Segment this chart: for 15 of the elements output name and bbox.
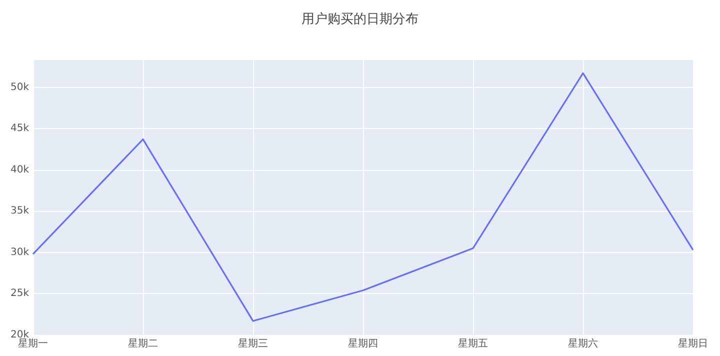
- chart-title: 用户购买的日期分布: [302, 12, 418, 27]
- y-tick-label: 40k: [10, 164, 30, 176]
- x-tick-label: 星期三: [238, 338, 268, 350]
- line-series: [32, 72, 694, 322]
- y-tick-label: 50k: [10, 82, 30, 93]
- x-tick-label: 星期一: [18, 338, 48, 350]
- x-tick-label: 星期六: [568, 338, 598, 350]
- y-tick-label: 35k: [10, 206, 30, 217]
- x-tick-label: 星期二: [128, 338, 158, 350]
- x-tick-label: 星期四: [348, 338, 378, 350]
- y-tick-label: 45k: [10, 123, 30, 134]
- y-tick-label: 30k: [10, 246, 30, 258]
- x-tick-label: 星期五: [458, 338, 488, 350]
- y-tick-label: 25k: [10, 288, 30, 300]
- x-tick-label: 星期日: [678, 338, 708, 350]
